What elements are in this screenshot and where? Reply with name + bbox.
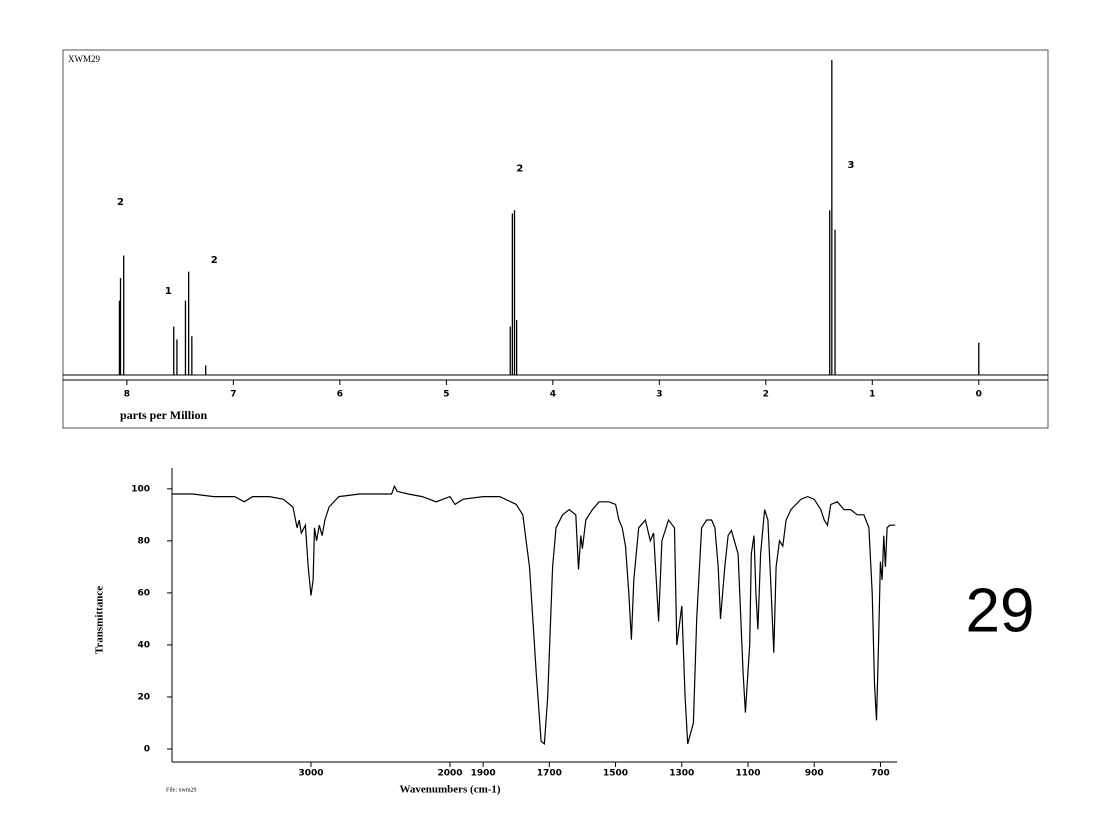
nmr-x-label: parts per Million [120,408,207,422]
x-tick-label: 1500 [603,769,628,779]
x-tick-label: 0 [976,390,982,400]
page-label: 29 [966,576,1035,645]
x-tick-label: 2000 [437,769,462,779]
x-tick-label: 5 [443,390,449,400]
y-tick-label: 100 [131,484,150,494]
x-tick-label: 700 [871,769,890,779]
nmr-frame [62,49,1049,429]
y-tick-label: 20 [137,692,150,702]
x-tick-label: 1700 [537,769,562,779]
x-tick-label: 1300 [669,769,694,779]
integration-label: 2 [117,197,124,208]
ir-y-label: Transmittance [94,586,106,654]
ir-trace [172,484,896,745]
ir-x-label: Wavenumbers (cm-1) [399,784,500,796]
nmr-title: XWM29 [68,54,100,64]
ir-footnote: File: xwm29 [166,787,197,793]
x-tick-label: 8 [124,390,130,400]
x-tick-label: 1100 [735,769,760,779]
x-tick-label: 900 [805,769,824,779]
x-tick-label: 3 [656,390,662,400]
x-tick-label: 1 [869,390,875,400]
x-tick-label: 6 [337,390,343,400]
integration-label: 2 [211,255,218,266]
y-tick-label: 60 [137,588,150,598]
y-tick-label: 0 [144,744,150,754]
integration-label: 2 [516,163,523,174]
y-tick-label: 40 [137,640,150,650]
x-tick-label: 3000 [298,769,323,779]
x-tick-label: 7 [230,390,236,400]
x-tick-label: 1900 [471,769,496,779]
integration-label: 3 [848,160,855,171]
integration-label: 1 [165,286,172,297]
y-tick-label: 80 [137,536,150,546]
x-tick-label: 2 [763,390,769,400]
x-tick-label: 4 [550,390,556,400]
